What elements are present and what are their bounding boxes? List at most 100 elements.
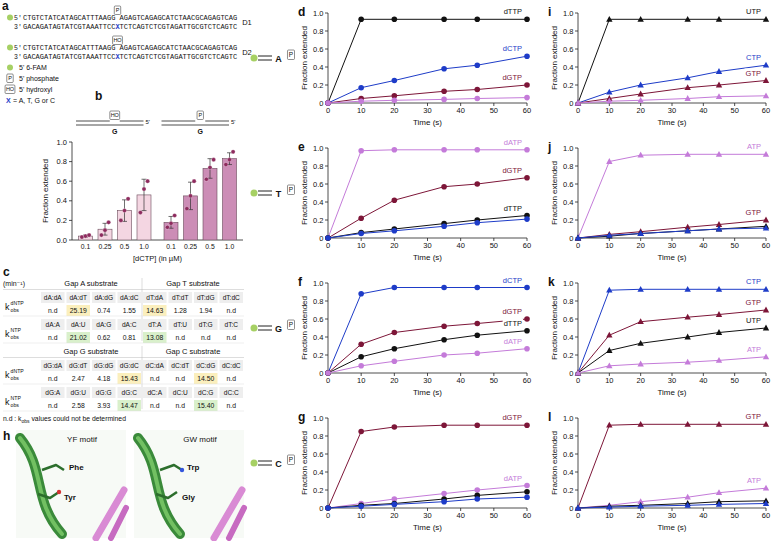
marker	[441, 422, 447, 428]
cell-label: dT:G	[199, 321, 213, 328]
y-tick-label: 0.2	[563, 351, 573, 360]
series-label-group: ATP	[746, 345, 762, 354]
cell-value: n.d	[227, 307, 237, 314]
marker	[441, 499, 447, 505]
strand-end: 5'	[14, 45, 22, 52]
marker	[474, 181, 480, 187]
sequence: CTGTCTATCATAGCATTTAAGG	[23, 14, 115, 22]
x-tick-label: 0.1	[166, 243, 176, 250]
x-tick-label: 20	[636, 241, 644, 250]
marker	[325, 100, 331, 106]
x-axis-title: Time (s)	[413, 523, 442, 532]
y-tick	[325, 31, 328, 32]
x-tick-label: 60	[762, 106, 770, 115]
marker	[524, 175, 530, 181]
mod-box	[110, 111, 120, 120]
series-line	[328, 219, 527, 238]
footnote: n.d : kobs values could not be determine…	[3, 415, 126, 424]
replicate-point	[188, 194, 192, 198]
marker	[606, 332, 612, 338]
column-group-head: Gap A substrate	[64, 279, 117, 288]
y-tick-label: 0.4	[57, 196, 67, 205]
marker	[441, 337, 447, 343]
y-tick-label: 0.2	[313, 81, 323, 90]
marker	[474, 496, 480, 502]
series-line	[578, 228, 766, 238]
marker	[441, 184, 447, 190]
residue-label: Tyr	[64, 493, 76, 502]
mod-box	[5, 85, 15, 94]
x-axis	[72, 240, 243, 241]
x-tick-label: 10	[357, 106, 365, 115]
x-axis-title: Time (s)	[657, 253, 686, 262]
x-tick-label: 50	[730, 376, 738, 385]
cell-bg	[92, 292, 116, 303]
cell-bg	[220, 319, 244, 330]
y-axis-title: Fraction extended	[300, 26, 309, 90]
marker	[524, 216, 530, 222]
cell-value: n.d	[150, 375, 160, 382]
mod-label: P	[289, 51, 293, 58]
cell-value: 1.55	[123, 307, 136, 314]
cell-value: 1.28	[174, 307, 187, 314]
x-tick-label: 0	[576, 376, 580, 385]
y-tick	[325, 85, 328, 86]
icon-strand	[76, 125, 144, 126]
duplex-label: D2	[242, 48, 252, 57]
x-tick-label: 40	[456, 376, 464, 385]
cell-bg	[169, 292, 193, 303]
bar	[223, 159, 237, 240]
cell-label: dC:dA	[146, 362, 165, 369]
legend-dot	[7, 65, 13, 71]
separator	[3, 384, 244, 385]
cell-label: dG:C	[122, 389, 138, 396]
cell-bg	[194, 360, 218, 371]
x-tick-label: 40	[699, 376, 707, 385]
marker	[763, 353, 769, 359]
y-tick	[325, 418, 328, 419]
icon-strand	[258, 326, 272, 327]
marker	[684, 421, 690, 427]
y-tick	[325, 436, 328, 437]
y-axis	[578, 418, 579, 508]
marker	[716, 226, 722, 232]
cell-highlight	[143, 305, 167, 316]
marker	[325, 505, 331, 511]
plot-area	[325, 147, 530, 241]
marker	[392, 98, 398, 104]
marker	[637, 97, 643, 103]
series-label: CTP	[746, 53, 761, 62]
y-tick	[325, 319, 328, 320]
series-line	[328, 331, 527, 373]
series-line	[578, 81, 766, 104]
plot-area	[575, 151, 769, 241]
y-tick-label: 0	[319, 369, 323, 378]
x-tick-label: 1.0	[139, 243, 149, 250]
marker	[392, 424, 398, 430]
marker	[358, 291, 364, 297]
cell-bg	[118, 360, 142, 371]
marker	[763, 500, 769, 506]
structure-bg	[134, 430, 244, 538]
series-label: GTP	[746, 69, 761, 78]
y-tick-label: 0.4	[313, 198, 323, 207]
panel-letter: k	[548, 275, 555, 289]
cell-bg	[92, 360, 116, 371]
label-patch	[501, 166, 523, 175]
series-line	[578, 289, 766, 373]
marker	[474, 17, 480, 23]
row-head-sup: dNTP	[11, 300, 25, 306]
y-tick-label: 0.8	[563, 27, 573, 36]
label-patch	[745, 277, 762, 286]
marker	[392, 78, 398, 84]
cell-bg	[194, 292, 218, 303]
y-axis	[578, 148, 579, 238]
marker	[441, 17, 447, 23]
replicate-point	[192, 179, 196, 183]
icon-strand	[258, 195, 272, 196]
cell-label: dA:G	[96, 321, 111, 328]
replicate-point	[165, 225, 169, 229]
side-chain	[42, 465, 64, 470]
marker	[684, 334, 690, 340]
label-patch	[503, 474, 523, 483]
